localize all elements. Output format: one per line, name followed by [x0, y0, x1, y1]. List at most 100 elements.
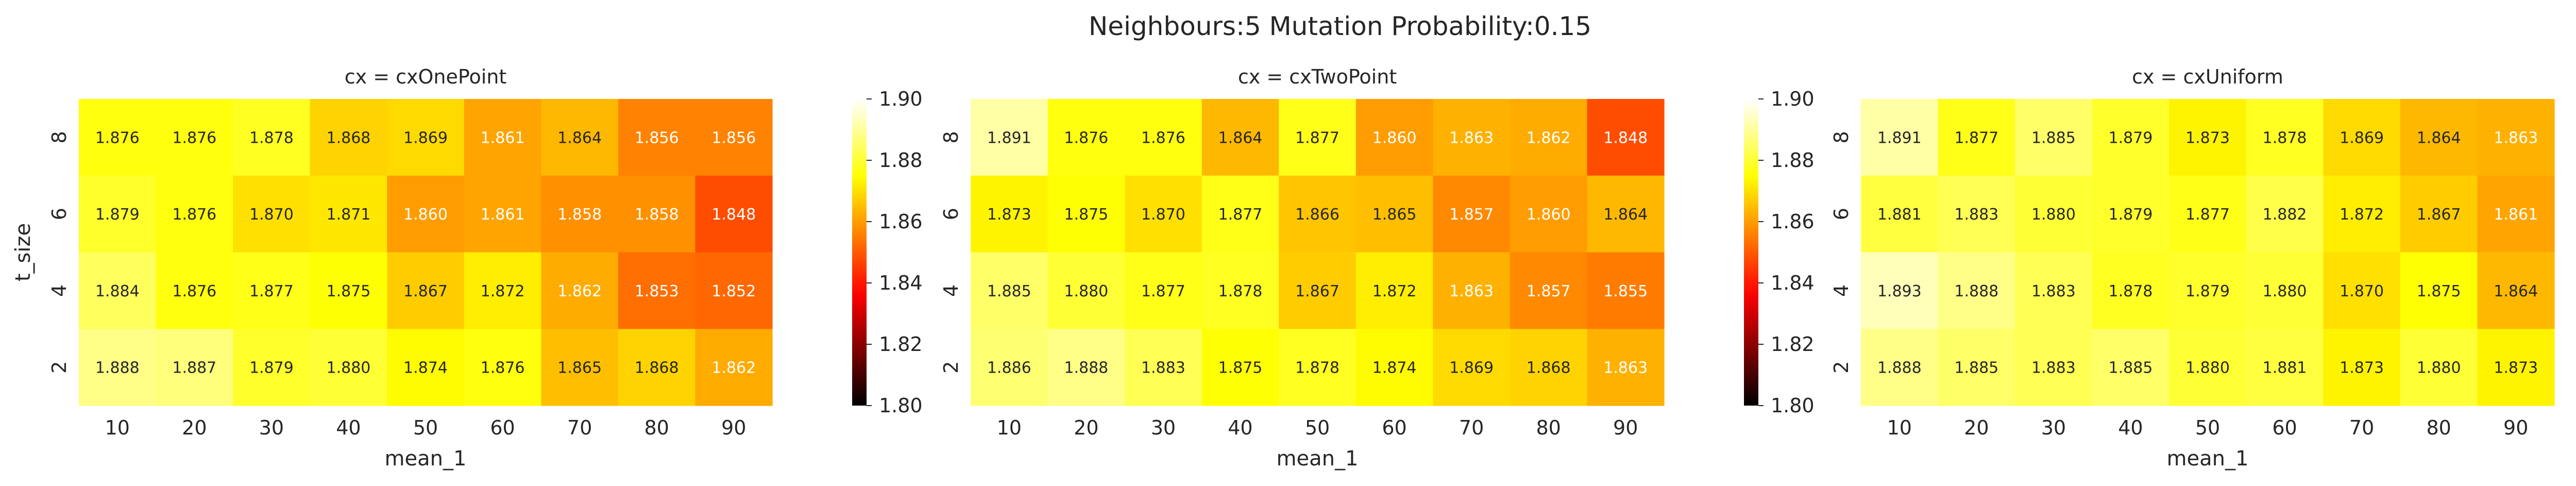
heatmap-cell [541, 252, 619, 329]
heatmap-cell [2169, 175, 2247, 253]
heatmap-cell [310, 252, 387, 329]
x-tick-label: 20 [182, 416, 207, 439]
y-tick-label: 6 [940, 208, 962, 220]
cell-value-label: 1.862 [557, 282, 602, 300]
cell-value-label: 1.879 [2108, 129, 2153, 147]
cell-value-label: 1.883 [1141, 359, 1185, 377]
heatmap-cell [2169, 329, 2247, 406]
y-axis-label: t_size [11, 223, 35, 281]
x-tick-label: 60 [490, 416, 515, 439]
cell-value-label: 1.878 [1218, 282, 1262, 300]
colorbar-tick-label: 1.80 [1771, 394, 1815, 417]
heatmap-cell [1861, 99, 1939, 176]
heatmap-cell [1861, 329, 1939, 406]
colorbar-tick-label: 1.86 [1771, 210, 1815, 233]
cell-value-label: 1.884 [95, 282, 140, 300]
cell-value-label: 1.888 [1877, 359, 1922, 377]
x-tick-label: 80 [644, 416, 669, 439]
cell-value-label: 1.879 [249, 359, 294, 377]
heatmap-cell [1938, 252, 2015, 329]
heatmap-cell [1938, 99, 2015, 176]
colorbar-tick-label: 1.82 [1771, 333, 1815, 356]
y-tick-label: 8 [1830, 131, 1853, 143]
heatmap-cell [695, 175, 773, 253]
heatmap-cell [1201, 329, 1279, 406]
cell-value-label: 1.860 [1527, 206, 1571, 224]
cell-value-label: 1.865 [1372, 206, 1417, 224]
heatmap-cell [1355, 329, 1433, 406]
x-tick-label: 90 [721, 416, 746, 439]
cell-value-label: 1.872 [481, 282, 525, 300]
cell-value-label: 1.876 [1141, 129, 1185, 147]
heatmap-cell [1861, 175, 1939, 253]
heatmap-cell [2092, 252, 2170, 329]
y-tick-label: 4 [48, 284, 71, 297]
heatmap-cell [1279, 329, 1357, 406]
heatmap-cell [541, 329, 619, 406]
cell-value-label: 1.863 [2494, 129, 2538, 147]
cell-value-label: 1.873 [2494, 359, 2538, 377]
cell-value-label: 1.880 [326, 359, 370, 377]
heatmap-cell [2477, 99, 2555, 176]
x-axis-label: mean_1 [1277, 447, 1359, 471]
heatmap-cell [1279, 175, 1357, 253]
x-tick-label: 50 [413, 416, 438, 439]
heatmap-cell [156, 329, 233, 406]
x-tick-label: 10 [997, 416, 1022, 439]
cell-value-label: 1.883 [2031, 282, 2076, 300]
cell-value-label: 1.862 [1527, 129, 1571, 147]
y-tick-label: 4 [1830, 284, 1853, 297]
heatmap-cell [2323, 329, 2401, 406]
cell-value-label: 1.876 [172, 129, 216, 147]
heatmap-cell [971, 99, 1048, 176]
heatmap-cell [541, 99, 619, 176]
x-tick-label: 60 [1382, 416, 1406, 439]
cell-value-label: 1.877 [1218, 206, 1262, 224]
heatmap-cell [1938, 329, 2015, 406]
colorbar-tick-label: 1.84 [879, 272, 923, 294]
colorbar-tick-label: 1.82 [879, 333, 923, 356]
heatmap-cell [1125, 329, 1202, 406]
cell-value-label: 1.877 [1954, 129, 1998, 147]
cell-value-label: 1.880 [2417, 359, 2461, 377]
cell-value-label: 1.858 [635, 206, 679, 224]
cell-value-label: 1.867 [1295, 282, 1340, 300]
cell-value-label: 1.876 [172, 206, 216, 224]
cell-value-label: 1.857 [1449, 206, 1494, 224]
figure-title: Neighbours:5 Mutation Probability:0.15 [1089, 11, 1591, 41]
x-tick-label: 90 [1613, 416, 1638, 439]
cell-value-label: 1.870 [1141, 206, 1185, 224]
cell-value-label: 1.877 [1295, 129, 1340, 147]
heatmap-cell [1587, 252, 1665, 329]
x-tick-label: 10 [1887, 416, 1912, 439]
heatmap-cell [1433, 175, 1511, 253]
heatmap-cell [387, 329, 465, 406]
heatmap-cell [1510, 329, 1588, 406]
cell-value-label: 1.886 [987, 359, 1031, 377]
heatmap-cell [2015, 99, 2093, 176]
heatmap-cell [1279, 99, 1357, 176]
cell-value-label: 1.860 [403, 206, 448, 224]
cell-value-label: 1.883 [1954, 206, 1998, 224]
cell-value-label: 1.876 [95, 129, 140, 147]
cell-value-label: 1.872 [1372, 282, 1417, 300]
x-axis-label: mean_1 [385, 447, 467, 471]
cell-value-label: 1.875 [2417, 282, 2461, 300]
heatmap-cell [541, 175, 619, 253]
heatmap-cell [2246, 99, 2324, 176]
heatmap-cell [1587, 99, 1665, 176]
x-tick-label: 10 [105, 416, 130, 439]
cell-value-label: 1.887 [172, 359, 216, 377]
x-tick-label: 40 [336, 416, 361, 439]
heatmap-cell [2015, 175, 2093, 253]
heatmap-cell [2477, 175, 2555, 253]
heatmap-cell [1510, 99, 1588, 176]
heatmap-cell [1510, 175, 1588, 253]
cell-value-label: 1.878 [249, 129, 294, 147]
cell-value-label: 1.876 [1064, 129, 1108, 147]
heatmap-cell [2015, 252, 2093, 329]
y-tick-label: 6 [48, 208, 71, 220]
cell-value-label: 1.880 [1064, 282, 1108, 300]
heatmap-cell [2323, 252, 2401, 329]
heatmap-cell [2015, 329, 2093, 406]
